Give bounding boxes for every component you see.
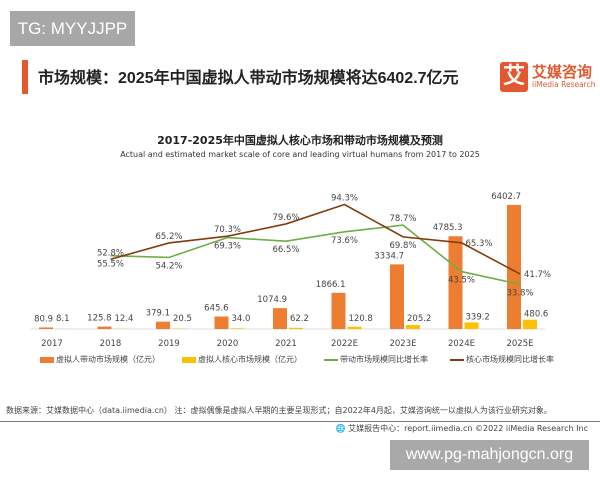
line-core-label: 94.3% [331,194,358,204]
x-tick-label: 2017 [41,339,63,349]
x-tick-label: 2019 [158,339,180,349]
bar-leading [331,292,346,329]
logo-name: 艾媒咨询 [532,63,593,81]
divider [0,421,600,422]
legend-item: 带动市场规模同比增长率 [324,354,428,365]
line-leading-label: 69.3% [214,242,241,252]
x-tick-label: 2020 [217,339,239,349]
legend-item: 虚拟人核心市场规模（亿元） [182,354,302,365]
bar-leading [448,236,463,329]
data-label-leading: 4785.3 [433,223,463,233]
legend-swatch [40,356,54,363]
data-label-core: 34.0 [232,314,251,324]
x-tick-label: 2018 [100,339,122,349]
chart-subtitle: Actual and estimated market scale of cor… [120,150,480,159]
legend-item: 核心市场规模同比增长率 [450,354,554,365]
data-label-core: 62.2 [290,314,309,324]
data-label-leading: 1866.1 [316,280,346,290]
bar-leading [390,264,404,329]
page-title: 市场规模：2025年中国虚拟人带动市场规模将达6402.7亿元 [38,70,459,87]
legend: 虚拟人带动市场规模（亿元） 虚拟人核心市场规模（亿元） 带动市场规模同比增长率 … [40,354,554,365]
line-core-label: 65.2% [155,232,182,242]
x-tick-label: 2022E [331,339,358,349]
data-label-core: 20.5 [173,314,192,324]
bar-core [230,328,245,329]
bar-core [464,322,479,329]
bar-core [347,326,362,329]
line-core-label: 70.3% [214,225,241,235]
line-leading-label: 66.5% [272,245,299,255]
data-label-leading: 379.1 [146,309,170,319]
line-core-label: 41.7% [524,270,551,280]
bar-leading [214,316,229,329]
legend-label: 核心市场规模同比增长率 [466,355,554,364]
line-leading-label: 33.8% [506,288,533,298]
source-note: 数据来源：艾媒数据中心（data.iimedia.cn） 注：虚拟偶像是虚拟人早… [6,406,552,415]
legend-label: 虚拟人带动市场规模（亿元） [56,355,160,364]
x-tick-label: 2021 [275,339,297,349]
line-core-label: 52.8% [97,248,124,258]
data-label-leading: 80.9 [34,314,53,324]
chart: 2017 80.9 8.1 2018 125.8 12.4 2019 379.120.5 202… [30,192,551,349]
bar-core [523,319,537,329]
legend-item: 虚拟人带动市场规模（亿元） [40,354,160,365]
x-tick-label: 2023E [389,339,416,349]
bar-leading [39,327,53,329]
chart-title: 2017-2025年中国虚拟人核心市场和带动市场规模及预测 [157,134,443,147]
logo-english: iiMedia Research [532,80,596,89]
line-leading-label: 55.5% [97,260,124,270]
bar-leading [507,204,521,329]
accent-bar [22,60,28,94]
data-label-leading: 1074.9 [257,295,287,305]
report-text: 艾媒报告中心：report.iimedia.cn ©2022 iiMedia R… [348,424,588,433]
legend-label: 虚拟人核心市场规模（亿元） [198,355,302,364]
data-label-leading: 6402.7 [491,192,521,202]
data-label-core: 205.2 [407,314,431,324]
data-label-core: 480.6 [524,310,548,320]
watermark-url: www.pg-mahjongcn.org [390,440,589,470]
data-label-leading: 645.6 [204,303,228,313]
legend-label: 带动市场规模同比增长率 [340,355,428,364]
logo-mark: 艾 [500,62,528,92]
bar-core [289,327,303,329]
legend-swatch [182,356,196,363]
globe-icon: 🌐 [335,424,346,433]
x-tick-label: 2024E [448,339,475,349]
line-core-label: 69.8% [389,241,416,251]
data-label-core: 8.1 [56,314,70,324]
legend-swatch [324,358,338,361]
line-core-label: 79.6% [272,213,299,223]
line-leading-label: 73.6% [331,236,358,246]
data-label-leading: 125.8 [87,314,111,324]
data-label-core: 12.4 [115,314,134,324]
line-core [110,203,521,275]
bar-leading [97,326,112,329]
report-footer: 🌐 艾媒报告中心：report.iimedia.cn ©2022 iiMedia… [336,423,588,434]
x-tick-label: 2025E [506,339,533,349]
data-label-core: 120.8 [349,314,373,324]
line-leading-label: 54.2% [155,261,182,271]
line-core-label: 65.3% [466,239,493,249]
bar-leading [156,321,170,329]
line-leading-label: 43.5% [448,276,475,286]
bar-core [406,325,420,329]
data-label-core: 339.2 [466,312,490,322]
data-label-leading: 3334.7 [374,251,404,261]
logo: 艾 艾媒咨询 iiMedia Research [500,62,595,92]
bar-leading [273,308,287,329]
line-leading [110,224,521,286]
line-leading-label: 78.7% [389,214,416,224]
legend-swatch [450,358,464,361]
watermark-tag: TG: MYYJJPP [10,11,135,46]
